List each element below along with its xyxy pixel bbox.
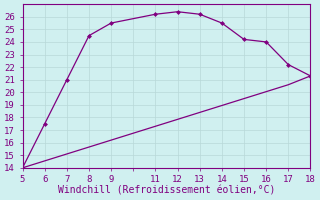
X-axis label: Windchill (Refroidissement éolien,°C): Windchill (Refroidissement éolien,°C): [58, 186, 275, 196]
